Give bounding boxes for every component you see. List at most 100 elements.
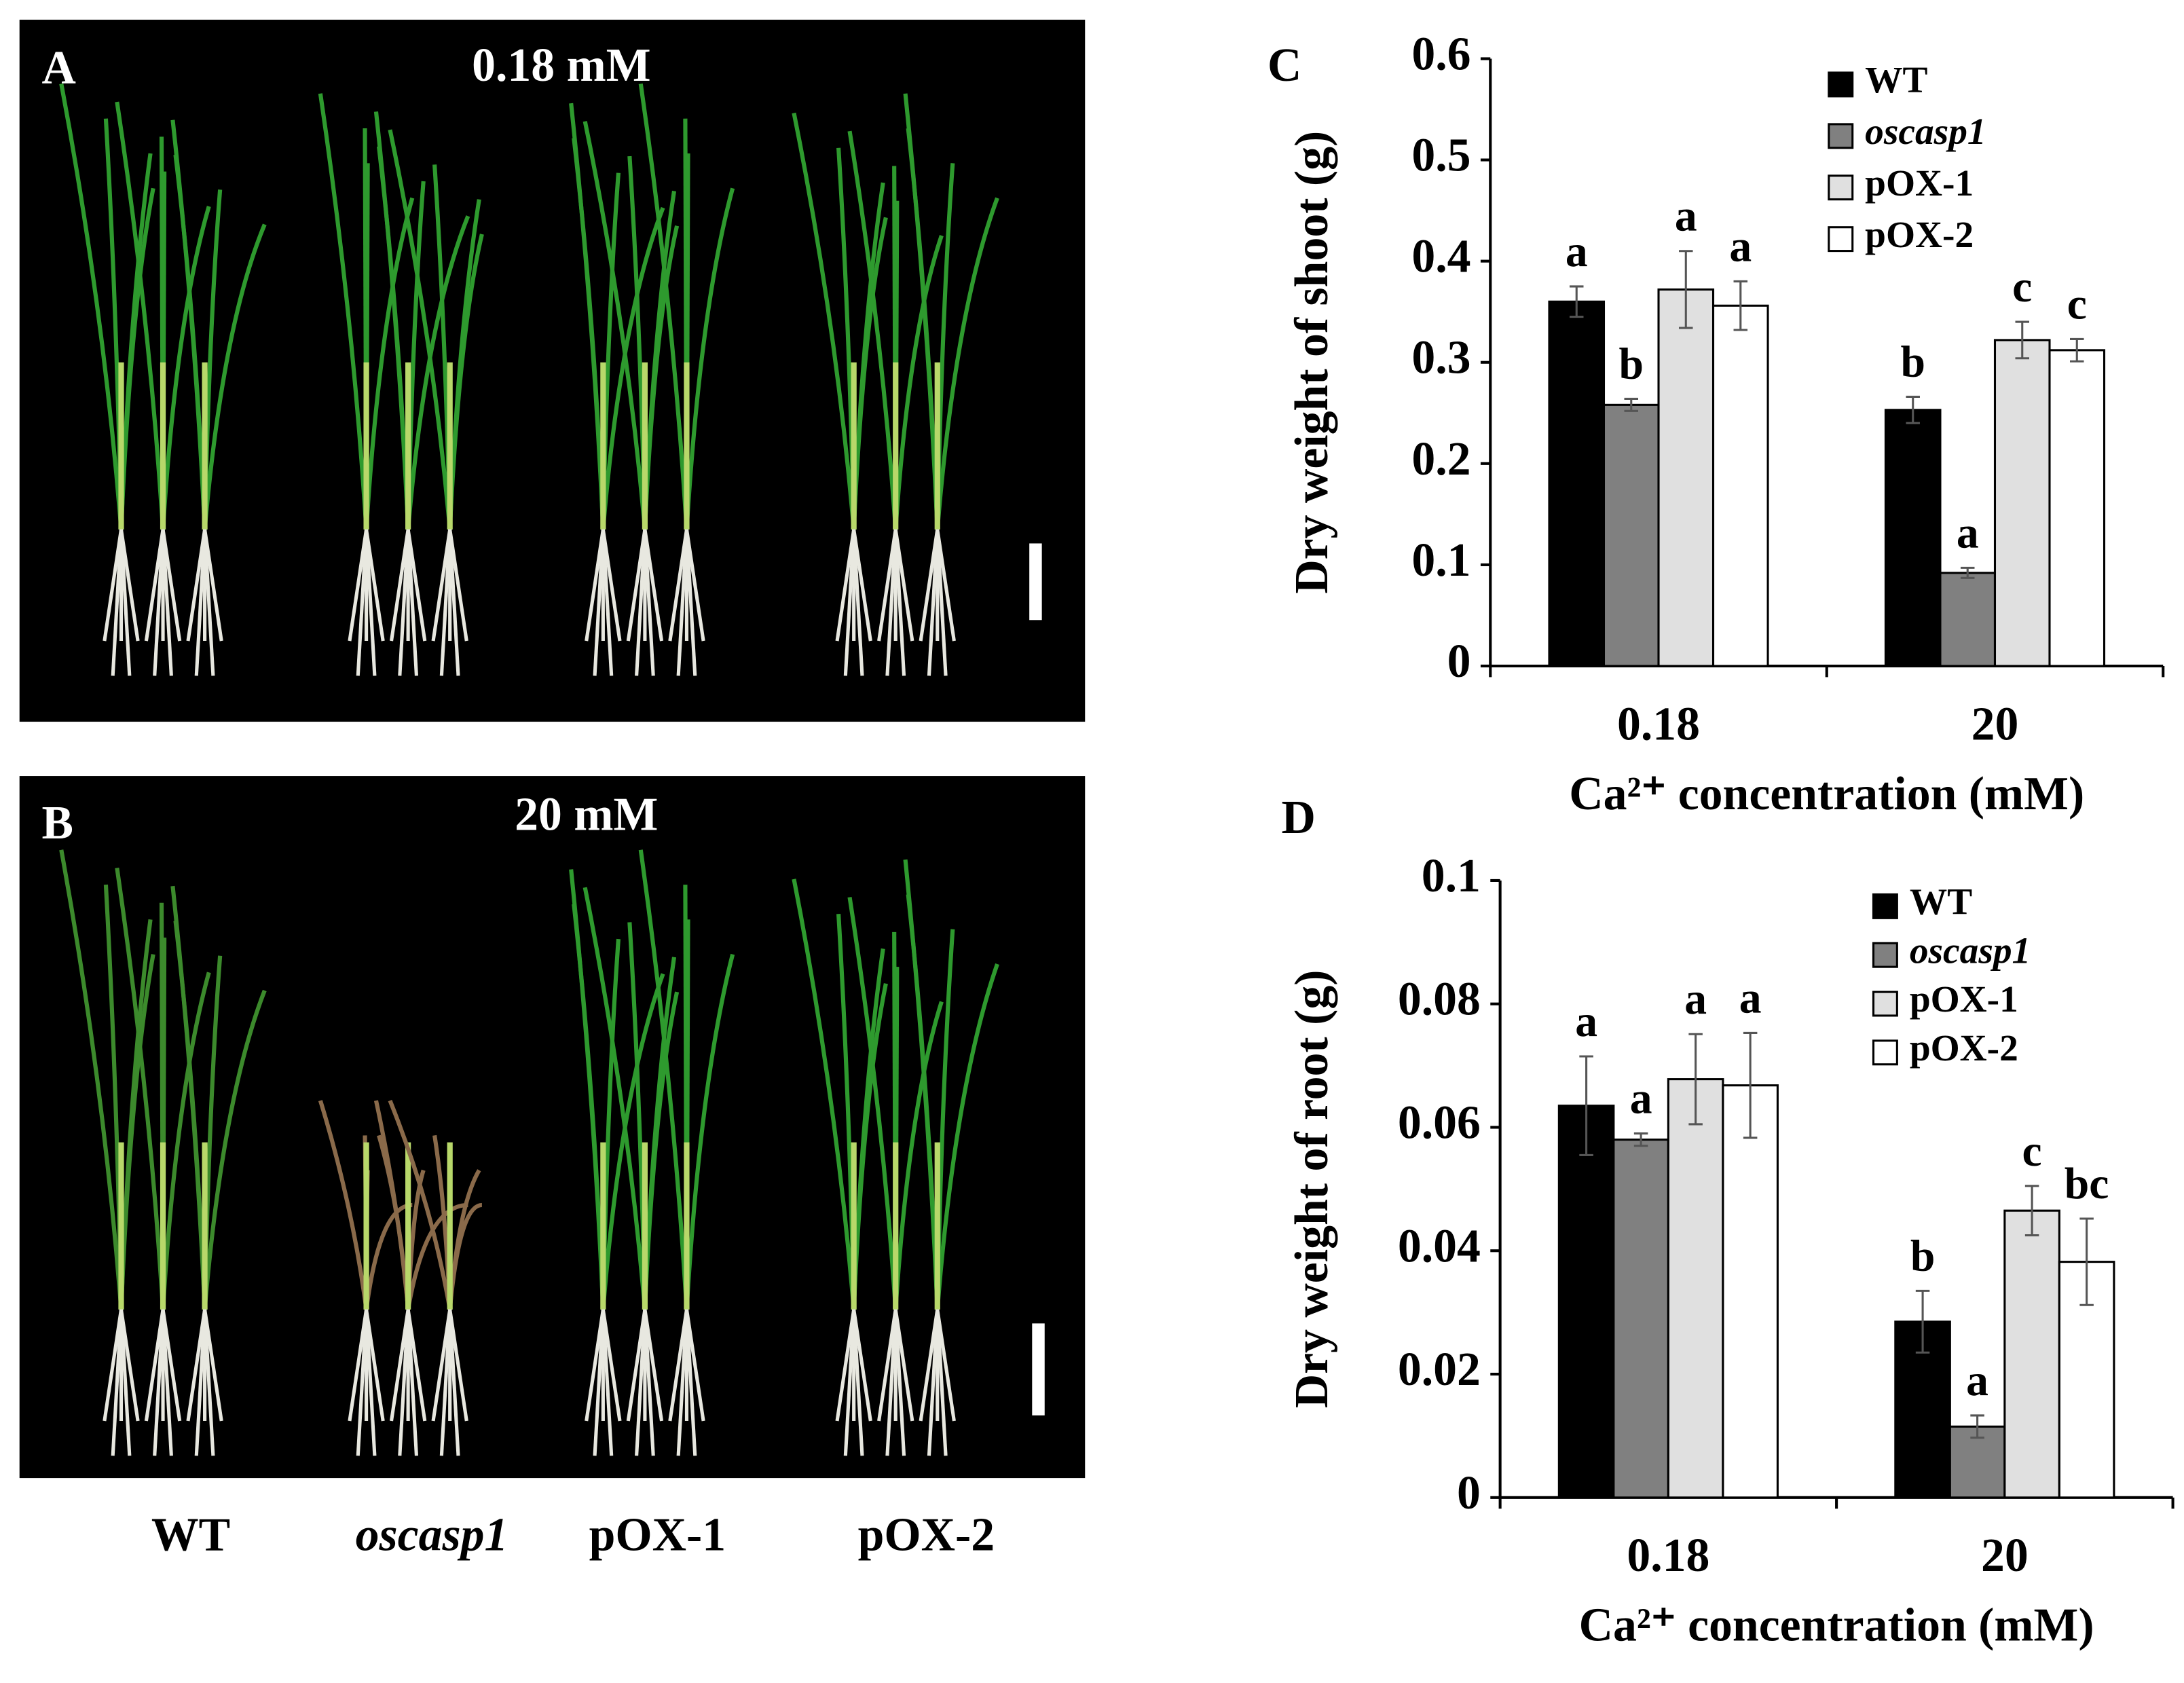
x-tick-label: 20 (1981, 1530, 2029, 1582)
significance-letter: a (1630, 1074, 1652, 1124)
leaf (119, 187, 155, 530)
root (684, 1309, 697, 1456)
root (601, 529, 622, 642)
root (936, 1309, 948, 1456)
root (365, 529, 385, 642)
root (684, 529, 705, 642)
root (852, 1309, 864, 1456)
leaf (318, 93, 369, 530)
root (893, 1309, 914, 1422)
leaf (202, 223, 267, 530)
legend-label: WT (1910, 881, 1972, 923)
scale-bar (1032, 1323, 1045, 1416)
root (203, 529, 215, 676)
significance-letter: b (1618, 339, 1644, 388)
root (684, 1309, 705, 1422)
x-axis-label: Ca²⁺ concentration (mM) (1569, 768, 2084, 820)
y-tick-label: 0.3 (1411, 332, 1470, 384)
bar (1612, 1139, 1669, 1499)
significance-letter: bc (2065, 1159, 2109, 1208)
legend-label: oscasp1 (1865, 111, 1986, 152)
root (852, 529, 872, 642)
root (203, 1309, 223, 1422)
bar (1602, 403, 1660, 667)
significance-letter: a (1684, 974, 1707, 1024)
root (852, 1309, 872, 1422)
root (119, 529, 132, 676)
leaf (638, 83, 689, 530)
panel-label: D (1282, 792, 1316, 844)
y-tick-label: 0.6 (1411, 28, 1470, 80)
root (643, 529, 664, 642)
root (643, 1309, 664, 1422)
leaf (59, 83, 124, 530)
root (406, 1309, 419, 1456)
legend-label: pOX-1 (1865, 162, 1974, 204)
leaf (851, 217, 888, 530)
legend-swatch (1828, 226, 1854, 253)
bar (1711, 304, 1769, 667)
leaf (893, 1001, 944, 1310)
bar (1657, 288, 1715, 667)
leaf (160, 972, 211, 1310)
significance-letter: b (1910, 1231, 1936, 1280)
significance-letter: a (1966, 1356, 1988, 1405)
root (365, 1309, 385, 1422)
y-tick-label: 0.1 (1411, 534, 1470, 587)
leaf (364, 1202, 413, 1310)
leaf (115, 868, 166, 1310)
leaf (684, 953, 735, 1310)
leaf (119, 954, 155, 1310)
panel-label: C (1267, 39, 1301, 92)
panel-label: B (42, 797, 74, 849)
legend-swatch (1828, 71, 1854, 98)
root (365, 529, 377, 676)
y-tick-label: 0.5 (1411, 130, 1470, 182)
leaf (582, 121, 647, 530)
genotype-label: WT (151, 1509, 230, 1561)
y-tick-label: 0.1 (1422, 850, 1481, 902)
genotype-label: pOX-2 (858, 1509, 995, 1561)
scale-bar (1029, 543, 1042, 621)
legend-swatch (1872, 942, 1898, 968)
bar (1548, 300, 1606, 667)
y-tick-label: 0.08 (1398, 974, 1481, 1026)
leaf (364, 197, 415, 530)
significance-letter: c (2067, 279, 2087, 329)
x-tick-label: 0.18 (1627, 1530, 1709, 1582)
root (203, 529, 223, 642)
bar (1722, 1084, 1779, 1499)
leaf (388, 1099, 452, 1310)
root (119, 1309, 132, 1456)
leaf (792, 112, 856, 530)
y-tick-label: 0.4 (1411, 231, 1470, 283)
leaf (601, 973, 665, 1310)
leaf (851, 983, 888, 1310)
legend-label: pOX-2 (1865, 214, 1974, 255)
legend-label: oscasp1 (1910, 929, 2031, 971)
significance-letter: c (2022, 1126, 2042, 1176)
root (601, 529, 614, 676)
leaf (935, 197, 999, 530)
panel-label: A (42, 42, 76, 94)
bar (2048, 349, 2106, 667)
root (893, 529, 906, 676)
root (936, 529, 956, 642)
y-tick-label: 0 (1457, 1467, 1481, 1519)
leaf (638, 849, 689, 1310)
bar (2003, 1209, 2060, 1499)
root (448, 1309, 468, 1422)
leaf (582, 887, 647, 1310)
significance-letter: b (1900, 337, 1925, 386)
bar (1939, 572, 1997, 667)
significance-letter: a (1957, 508, 1979, 557)
significance-letter: a (1675, 191, 1697, 241)
plants (59, 83, 999, 1456)
legend-swatch (1872, 1039, 1898, 1066)
significance-letter: c (2012, 262, 2032, 312)
leaf (406, 215, 470, 530)
x-tick-label: 0.18 (1617, 698, 1700, 750)
root (852, 529, 864, 676)
bar (1667, 1078, 1724, 1499)
legend-swatch (1872, 991, 1898, 1017)
